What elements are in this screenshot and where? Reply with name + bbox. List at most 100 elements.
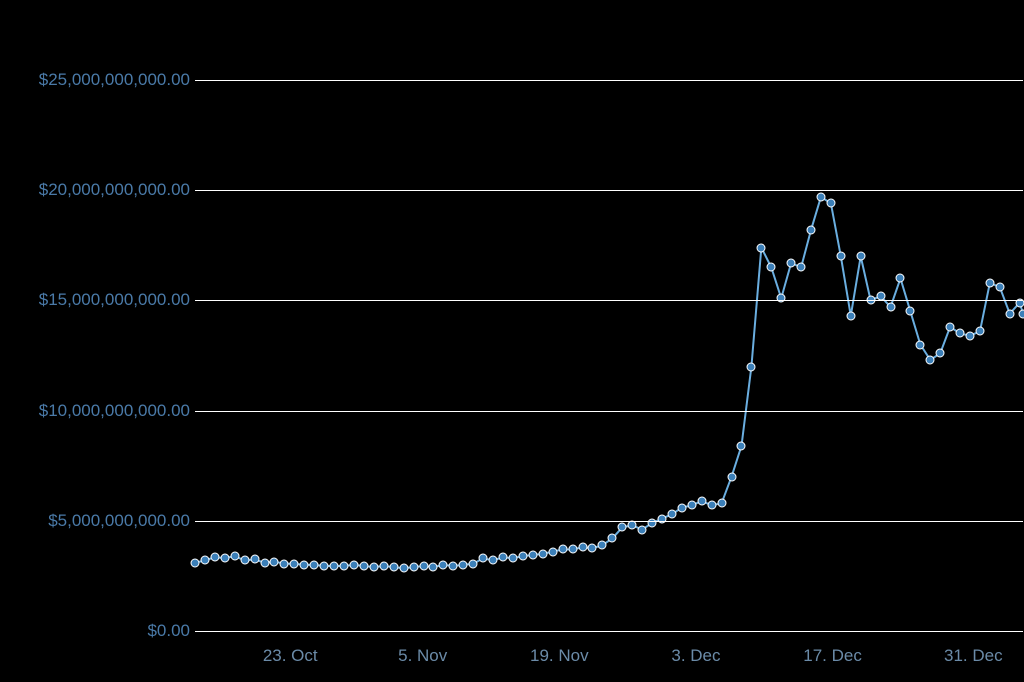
data-point[interactable]	[389, 563, 398, 572]
data-point[interactable]	[310, 560, 319, 569]
plot-area	[195, 58, 1023, 631]
y-tick-label: $0.00	[147, 621, 190, 641]
data-point[interactable]	[508, 554, 517, 563]
data-point[interactable]	[409, 563, 418, 572]
data-point[interactable]	[717, 499, 726, 508]
data-point[interactable]	[330, 561, 339, 570]
y-tick-label: $5,000,000,000.00	[48, 511, 190, 531]
data-point[interactable]	[916, 340, 925, 349]
gridline	[195, 411, 1023, 412]
data-point[interactable]	[340, 561, 349, 570]
y-tick-label: $15,000,000,000.00	[39, 290, 190, 310]
data-point[interactable]	[1019, 309, 1024, 318]
data-point[interactable]	[886, 303, 895, 312]
data-point[interactable]	[359, 561, 368, 570]
data-point[interactable]	[469, 559, 478, 568]
data-point[interactable]	[399, 564, 408, 573]
data-point[interactable]	[538, 549, 547, 558]
series-line	[195, 197, 1023, 568]
gridline	[195, 300, 1023, 301]
data-point[interactable]	[280, 559, 289, 568]
data-point[interactable]	[956, 329, 965, 338]
data-point[interactable]	[369, 563, 378, 572]
line-path-svg	[195, 58, 1023, 631]
data-point[interactable]	[568, 545, 577, 554]
data-point[interactable]	[558, 545, 567, 554]
data-point[interactable]	[638, 525, 647, 534]
data-point[interactable]	[320, 561, 329, 570]
data-point[interactable]	[737, 441, 746, 450]
data-point[interactable]	[836, 252, 845, 261]
x-tick-label: 5. Nov	[398, 646, 447, 666]
data-point[interactable]	[906, 307, 915, 316]
data-point[interactable]	[876, 292, 885, 301]
data-point[interactable]	[797, 263, 806, 272]
data-point[interactable]	[677, 503, 686, 512]
data-point[interactable]	[856, 252, 865, 261]
data-point[interactable]	[767, 263, 776, 272]
data-point[interactable]	[618, 523, 627, 532]
data-point[interactable]	[499, 553, 508, 562]
data-point[interactable]	[548, 547, 557, 556]
data-point[interactable]	[975, 327, 984, 336]
data-point[interactable]	[1005, 309, 1014, 318]
x-tick-label: 17. Dec	[803, 646, 862, 666]
data-point[interactable]	[807, 225, 816, 234]
gridline	[195, 190, 1023, 191]
data-point[interactable]	[995, 283, 1004, 292]
x-tick-label: 19. Nov	[530, 646, 589, 666]
data-point[interactable]	[489, 556, 498, 565]
data-point[interactable]	[459, 560, 468, 569]
y-tick-label: $25,000,000,000.00	[39, 70, 190, 90]
data-point[interactable]	[210, 553, 219, 562]
data-point[interactable]	[588, 544, 597, 553]
data-point[interactable]	[250, 555, 259, 564]
data-point[interactable]	[747, 362, 756, 371]
data-point[interactable]	[349, 560, 358, 569]
data-point[interactable]	[936, 349, 945, 358]
data-point[interactable]	[300, 560, 309, 569]
data-point[interactable]	[697, 496, 706, 505]
data-point[interactable]	[449, 561, 458, 570]
data-point[interactable]	[727, 472, 736, 481]
data-point[interactable]	[230, 552, 239, 561]
data-point[interactable]	[419, 561, 428, 570]
data-point[interactable]	[628, 521, 637, 530]
data-point[interactable]	[479, 554, 488, 563]
data-point[interactable]	[220, 554, 229, 563]
y-tick-label: $20,000,000,000.00	[39, 180, 190, 200]
x-tick-label: 23. Oct	[263, 646, 318, 666]
data-point[interactable]	[966, 331, 975, 340]
data-point[interactable]	[439, 560, 448, 569]
data-point[interactable]	[816, 192, 825, 201]
data-point[interactable]	[985, 278, 994, 287]
data-point[interactable]	[200, 556, 209, 565]
data-point[interactable]	[598, 541, 607, 550]
data-point[interactable]	[896, 274, 905, 283]
data-point[interactable]	[687, 501, 696, 510]
data-point[interactable]	[846, 311, 855, 320]
gridline	[195, 631, 1023, 632]
data-point[interactable]	[608, 534, 617, 543]
data-point[interactable]	[667, 510, 676, 519]
data-point[interactable]	[826, 199, 835, 208]
data-point[interactable]	[518, 552, 527, 561]
data-point[interactable]	[240, 556, 249, 565]
data-point[interactable]	[191, 558, 200, 567]
data-point[interactable]	[578, 543, 587, 552]
data-point[interactable]	[787, 258, 796, 267]
x-tick-label: 31. Dec	[944, 646, 1003, 666]
x-tick-label: 3. Dec	[671, 646, 720, 666]
gridline	[195, 80, 1023, 81]
data-point[interactable]	[926, 355, 935, 364]
data-point[interactable]	[946, 322, 955, 331]
data-point[interactable]	[379, 561, 388, 570]
data-point[interactable]	[290, 559, 299, 568]
data-point[interactable]	[260, 558, 269, 567]
data-point[interactable]	[429, 563, 438, 572]
data-point[interactable]	[270, 557, 279, 566]
data-point[interactable]	[528, 550, 537, 559]
chart-container: $0.00$5,000,000,000.00$10,000,000,000.00…	[0, 0, 1024, 682]
data-point[interactable]	[757, 243, 766, 252]
data-point[interactable]	[707, 501, 716, 510]
